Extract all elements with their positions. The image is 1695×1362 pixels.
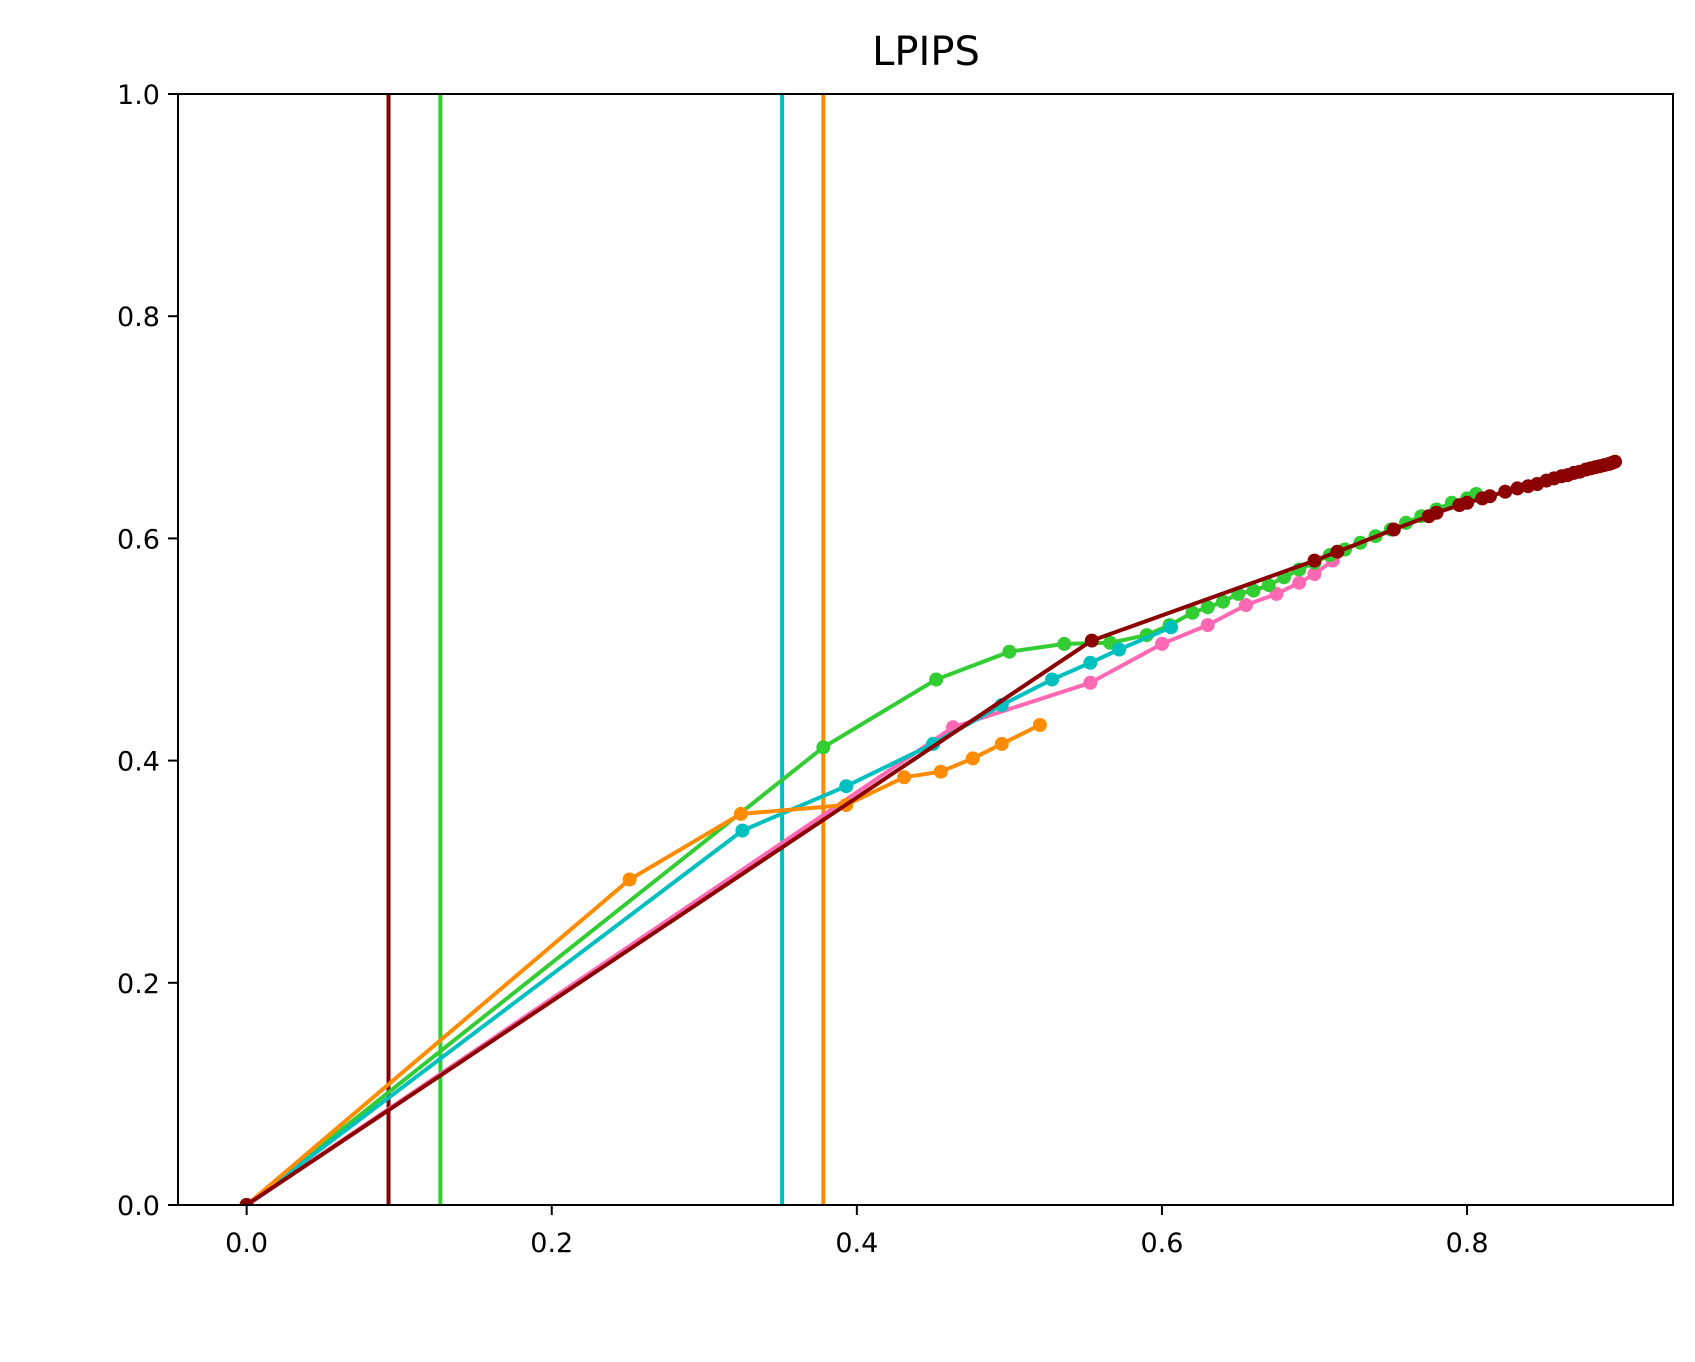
y-tick-label: 1.0 (117, 80, 160, 111)
chart-title: LPIPS (872, 29, 980, 75)
x-tick-label: 0.2 (530, 1228, 573, 1259)
series-2-point (1200, 600, 1215, 615)
series-4 (239, 718, 1047, 1205)
series-line-1 (245, 558, 1334, 1205)
plot-frame (177, 93, 1674, 1206)
y-tick-label: 0.8 (117, 302, 160, 333)
series-line-2 (245, 492, 1478, 1205)
series-2-point (816, 740, 831, 755)
series-5-point (1510, 481, 1525, 496)
y-tick-label: 0.4 (117, 747, 160, 778)
x-tick-label: 0.8 (1446, 1228, 1489, 1259)
series-4-point (897, 770, 912, 785)
series-2-point (1002, 644, 1017, 659)
series-1-point (1155, 636, 1169, 651)
series-5-point (1498, 484, 1513, 499)
series-line-4 (245, 723, 1041, 1205)
series-1-point (1200, 618, 1215, 633)
series-line-5 (245, 459, 1616, 1205)
y-tick-label: 0.0 (117, 1191, 160, 1222)
series-4-point (1032, 718, 1047, 732)
y-tick-label: 0.6 (117, 524, 160, 555)
series-3-point (1112, 642, 1127, 657)
series-3-point (839, 779, 854, 794)
series-1-point (1307, 567, 1322, 581)
series-2-point (929, 672, 944, 687)
series-4-point (994, 736, 1009, 751)
series-3-point (1083, 655, 1098, 670)
series-2-point (1246, 583, 1261, 598)
series-4-point (933, 764, 948, 779)
series-3-point (1164, 620, 1179, 635)
series-1 (239, 553, 1340, 1205)
series-4-point (965, 751, 980, 766)
series-2-point (1185, 605, 1200, 620)
x-tick-label: 0.4 (835, 1228, 878, 1259)
series-5-point (1429, 505, 1444, 520)
series-5-point (1084, 633, 1099, 648)
series-1-point (1238, 598, 1253, 613)
series-2-point (1261, 578, 1276, 593)
series-1-point (1292, 575, 1307, 590)
x-tick-label: 0.0 (225, 1228, 268, 1259)
series-4-point (733, 806, 748, 821)
series-5-point (1330, 544, 1345, 559)
series-2 (239, 487, 1484, 1205)
series-5 (239, 454, 1622, 1205)
series-2-point (1216, 594, 1230, 609)
series-4-point (622, 872, 637, 887)
series-5-point (1460, 495, 1475, 510)
series-5-point (1608, 454, 1622, 469)
series-1-point (1083, 675, 1098, 690)
y-tick-label: 0.2 (117, 969, 160, 1000)
series-5-point (1307, 553, 1322, 568)
series-3-point (1045, 672, 1060, 687)
series-3 (239, 620, 1179, 1205)
series-5-point (1482, 489, 1497, 504)
x-tick-label: 0.6 (1140, 1228, 1183, 1259)
series-5-point (239, 1198, 254, 1205)
series-5-point (1386, 522, 1401, 537)
series-2-point (1057, 636, 1072, 651)
series-line-3 (245, 625, 1172, 1205)
series-3-point (735, 823, 750, 838)
